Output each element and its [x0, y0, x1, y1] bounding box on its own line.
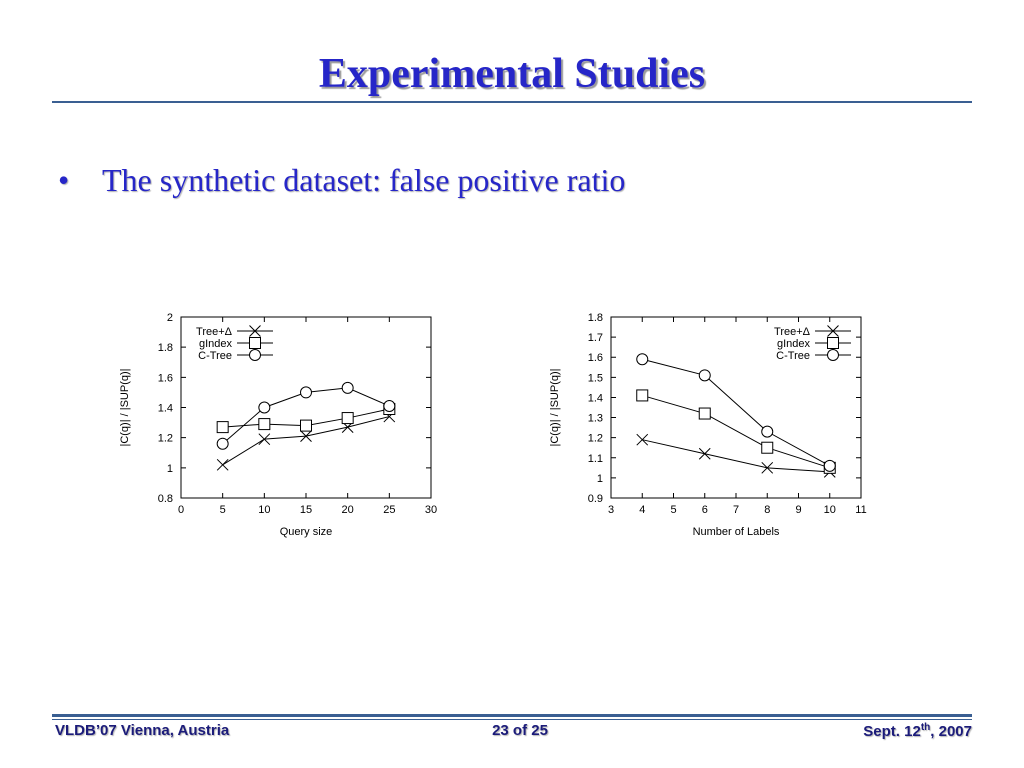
- legend-label: C-Tree: [198, 350, 232, 362]
- data-point: [216, 437, 229, 450]
- x-tick-label: 0: [178, 504, 184, 516]
- y-tick-label: 1.5: [588, 372, 603, 384]
- data-point: [300, 430, 312, 443]
- chart-svg: 3 4 5 6 7 8 9 10 11 0.9 1 1.1 1.2 1.3 1.4 1.5 1.6 1.7 1.8 N…: [549, 312, 867, 538]
- y-tick-label: 2: [167, 312, 173, 324]
- x-tick-label: 3: [608, 504, 614, 516]
- y-tick-label: 1: [597, 473, 603, 485]
- x-tick-label: 4: [639, 504, 645, 516]
- series-square: [216, 403, 396, 434]
- y-tick-label: 1.2: [158, 433, 173, 445]
- footer-divider-bottom: [52, 719, 972, 720]
- data-point: [258, 418, 271, 431]
- title-divider: [52, 101, 972, 103]
- data-point: [341, 381, 354, 394]
- x-tick-label: 7: [733, 504, 739, 516]
- series-circle: [216, 381, 396, 450]
- data-point: [383, 399, 396, 412]
- bullet-item: • The synthetic dataset: false positive r…: [58, 162, 625, 199]
- x-tick-label: 5: [220, 504, 226, 516]
- legend-marker: [827, 325, 839, 337]
- data-point: [341, 412, 354, 425]
- chart-svg: 0 5 10 15 20 25 30 0.8 1 1.2 1.4 1.6 1.8 2 Query size |…: [119, 312, 437, 538]
- y-axis-label: |C(q)| / |SUP(q)|: [119, 368, 131, 446]
- y-axis-label: |C(q)| / |SUP(q)|: [549, 368, 561, 446]
- data-point: [258, 433, 271, 446]
- legend-marker: [827, 337, 839, 349]
- data-point: [636, 353, 649, 366]
- data-point: [216, 458, 229, 471]
- legend-label: Tree+Δ: [774, 326, 811, 338]
- footer-venue: VLDB’07 Vienna, Austria: [55, 722, 230, 739]
- data-point: [216, 421, 229, 434]
- y-tick-label: 1.4: [588, 392, 603, 404]
- y-tick-label: 1.8: [588, 312, 603, 324]
- x-tick-label: 10: [824, 504, 836, 516]
- footer-divider-top: [52, 714, 972, 717]
- data-point: [300, 419, 312, 432]
- data-point: [698, 369, 711, 382]
- chart-number-of-labels: 3 4 5 6 7 8 9 10 11 0.9 1 1.1 1.2 1.3 1.4 1.5 1.6 1.7 1.8 N…: [530, 300, 890, 550]
- y-tick-label: 1.4: [158, 403, 173, 415]
- y-tick-label: 1.1: [588, 453, 603, 465]
- y-tick-label: 1.3: [588, 413, 603, 425]
- y-tick-label: 0.9: [588, 493, 603, 505]
- y-tick-label: 1.2: [588, 433, 603, 445]
- footer-date-sup: th: [920, 722, 931, 733]
- legend-label: Tree+Δ: [196, 326, 233, 338]
- data-point: [300, 386, 312, 399]
- data-point: [761, 441, 774, 454]
- legend-label: gIndex: [199, 338, 233, 350]
- bullet-text: The synthetic dataset: false positive ra…: [102, 162, 626, 198]
- chart-query-size: 0 5 10 15 20 25 30 0.8 1 1.2 1.4 1.6 1.8 2 Query size |…: [100, 300, 460, 550]
- x-tick-label: 5: [670, 504, 676, 516]
- x-tick-label: 20: [342, 504, 354, 516]
- y-tick-label: 1.6: [158, 372, 173, 384]
- legend-marker: [249, 349, 261, 361]
- x-tick-label: 8: [764, 504, 770, 516]
- footer-date-main: Sept. 12: [863, 723, 921, 740]
- data-point: [761, 461, 774, 474]
- x-tick-label: 30: [425, 504, 437, 516]
- legend-label: gIndex: [777, 338, 811, 350]
- series-x: [636, 433, 836, 478]
- footer-date-year: , 2007: [930, 723, 972, 740]
- legend-marker: [249, 325, 261, 337]
- series-line: [642, 439, 830, 473]
- slide-title: Experimental Studies: [318, 51, 706, 97]
- x-axis-label: Number of Labels: [693, 526, 780, 538]
- x-tick-label: 6: [702, 504, 708, 516]
- data-point: [823, 459, 836, 472]
- legend-label: C-Tree: [776, 350, 810, 362]
- plot-frame: [610, 316, 862, 499]
- legend-marker: [249, 337, 261, 349]
- x-tick-label: 11: [855, 504, 866, 516]
- data-point: [636, 433, 649, 446]
- x-tick-label: 10: [258, 504, 270, 516]
- data-point: [636, 389, 649, 402]
- y-tick-label: 0.8: [158, 493, 173, 505]
- legend-marker: [827, 349, 839, 361]
- y-tick-label: 1: [167, 463, 173, 475]
- x-tick-label: 25: [383, 504, 395, 516]
- series-circle: [636, 353, 836, 472]
- x-axis-label: Query size: [280, 526, 333, 538]
- series-line: [642, 394, 830, 469]
- y-tick-label: 1.8: [158, 342, 173, 354]
- data-point: [698, 447, 711, 460]
- x-tick-label: 9: [795, 504, 801, 516]
- data-point: [258, 401, 271, 414]
- footer-date: Sept. 12th, 2007: [863, 722, 972, 740]
- bullet-dot-icon: •: [58, 162, 70, 198]
- data-point: [761, 425, 774, 438]
- series-line: [642, 358, 830, 467]
- y-tick-label: 1.7: [588, 332, 603, 344]
- footer-page-number: 23 of 25: [492, 722, 548, 739]
- data-point: [698, 407, 711, 420]
- x-tick-label: 15: [300, 504, 312, 516]
- y-tick-label: 1.6: [588, 352, 603, 364]
